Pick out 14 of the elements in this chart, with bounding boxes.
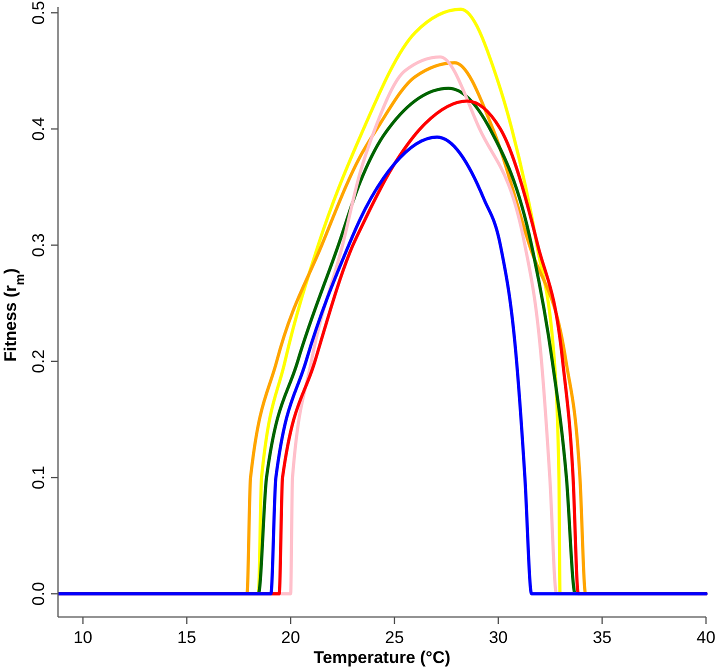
x-tick-label: 15 (177, 628, 196, 647)
x-tick-label: 10 (73, 628, 92, 647)
x-axis-title: Temperature (°C) (314, 648, 450, 667)
y-tick-label: 0.1 (29, 466, 48, 490)
y-tick-label: 0.4 (29, 117, 48, 141)
x-tick-label: 20 (281, 628, 300, 647)
y-tick-label: 0.3 (29, 233, 48, 257)
y-tick-label: 0.0 (29, 582, 48, 606)
x-tick-label: 40 (696, 628, 716, 647)
x-tick-label: 30 (488, 628, 508, 647)
y-tick-label: 0.5 (29, 0, 48, 25)
y-tick-label: 0.2 (29, 350, 48, 374)
x-tick-label: 35 (592, 628, 612, 647)
x-tick-label: 25 (385, 628, 404, 647)
